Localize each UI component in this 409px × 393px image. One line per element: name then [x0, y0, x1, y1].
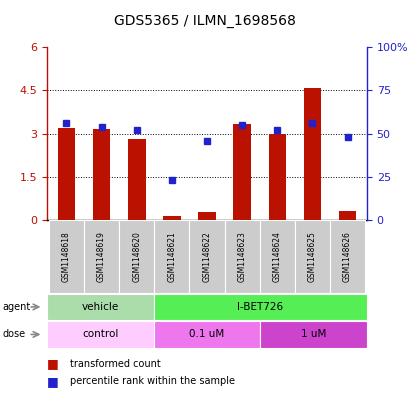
- Text: GSM1148622: GSM1148622: [202, 231, 211, 282]
- Text: GSM1148623: GSM1148623: [237, 231, 246, 282]
- Bar: [259, 220, 294, 293]
- Text: GSM1148626: GSM1148626: [342, 231, 351, 282]
- Text: agent: agent: [2, 302, 30, 312]
- Text: percentile rank within the sample: percentile rank within the sample: [70, 376, 234, 386]
- Text: GSM1148621: GSM1148621: [167, 231, 176, 282]
- Text: 0.1 uM: 0.1 uM: [189, 329, 224, 340]
- Text: I-BET726: I-BET726: [237, 302, 283, 312]
- Bar: [233, 123, 250, 220]
- Text: GDS5365 / ILMN_1698568: GDS5365 / ILMN_1698568: [114, 14, 295, 28]
- Bar: [58, 128, 75, 220]
- Bar: [198, 212, 215, 220]
- Bar: [268, 134, 285, 220]
- Text: transformed count: transformed count: [70, 358, 160, 369]
- Bar: [154, 220, 189, 293]
- Bar: [128, 140, 145, 220]
- Bar: [84, 220, 119, 293]
- Bar: [47, 321, 153, 348]
- Text: 1 uM: 1 uM: [300, 329, 326, 340]
- Text: GSM1148619: GSM1148619: [97, 231, 106, 282]
- Text: GSM1148624: GSM1148624: [272, 231, 281, 282]
- Bar: [49, 220, 84, 293]
- Text: GSM1148620: GSM1148620: [132, 231, 141, 282]
- Bar: [153, 294, 366, 320]
- Bar: [189, 220, 224, 293]
- Bar: [329, 220, 364, 293]
- Text: ■: ■: [47, 357, 59, 370]
- Text: dose: dose: [2, 329, 25, 340]
- Text: control: control: [82, 329, 118, 340]
- Bar: [153, 321, 260, 348]
- Bar: [92, 129, 110, 220]
- Bar: [303, 88, 321, 220]
- Text: ■: ■: [47, 375, 59, 388]
- Bar: [47, 294, 153, 320]
- Text: vehicle: vehicle: [82, 302, 119, 312]
- Bar: [224, 220, 259, 293]
- Bar: [260, 321, 366, 348]
- Bar: [119, 220, 154, 293]
- Bar: [294, 220, 329, 293]
- Bar: [163, 216, 180, 220]
- Text: GSM1148625: GSM1148625: [307, 231, 316, 282]
- Text: GSM1148618: GSM1148618: [62, 231, 71, 282]
- Bar: [338, 211, 355, 220]
